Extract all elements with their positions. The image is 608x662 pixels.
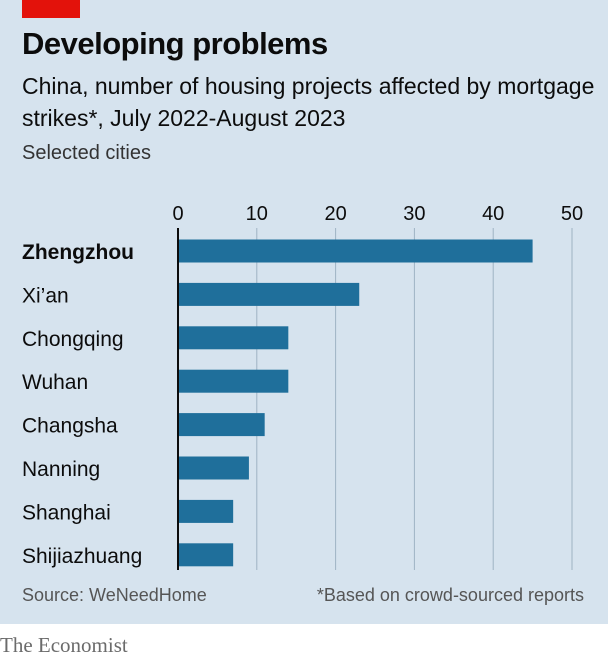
category-label-layer: Zhengzhou Xi’an Chongqing Wuhan Changsha Nann… xyxy=(22,241,142,568)
category-label: Shanghai xyxy=(22,501,111,524)
bar-5 xyxy=(178,413,265,437)
footnote: *Based on crowd-sourced reports xyxy=(316,585,584,605)
category-label: Shijiazhuang xyxy=(22,545,142,568)
bar-chart: 0 10 20 30 40 50 Zhengzhou Xi’an Chongqing Wuhan… xyxy=(22,203,583,570)
chart-note: Selected cities xyxy=(22,142,151,164)
category-label: Xi’an xyxy=(22,284,69,307)
x-tick-label: 50 xyxy=(561,203,583,225)
chart-title: Developing problems xyxy=(22,26,328,61)
category-label: Chongqing xyxy=(22,328,124,351)
bar-3 xyxy=(178,326,289,350)
brand-red-tag xyxy=(22,0,80,18)
bar-2 xyxy=(178,282,360,306)
brand-logo-text: The Economist xyxy=(0,633,128,657)
bar-layer xyxy=(178,239,533,567)
x-tick-label: 20 xyxy=(324,203,346,225)
category-label: Zhengzhou xyxy=(22,241,134,264)
chart-subtitle: China, number of housing projects affect… xyxy=(22,73,595,131)
bar-4 xyxy=(178,369,289,393)
tick-label-layer: 0 10 20 30 40 50 xyxy=(172,203,583,225)
bar-7 xyxy=(178,499,234,523)
category-label: Wuhan xyxy=(22,371,88,394)
grid-layer xyxy=(256,228,573,570)
bar-1 xyxy=(178,239,533,263)
x-tick-label: 10 xyxy=(246,203,268,225)
x-tick-label: 40 xyxy=(482,203,504,225)
chart-panel: Developing problems China, number of hou… xyxy=(0,0,608,624)
category-label: Nanning xyxy=(22,458,100,481)
bar-8 xyxy=(178,543,234,567)
bar-6 xyxy=(178,456,249,480)
x-tick-label: 30 xyxy=(403,203,425,225)
category-label: Changsha xyxy=(22,415,118,438)
source-note: Source: WeNeedHome xyxy=(22,585,207,605)
x-tick-label: 0 xyxy=(172,203,183,225)
